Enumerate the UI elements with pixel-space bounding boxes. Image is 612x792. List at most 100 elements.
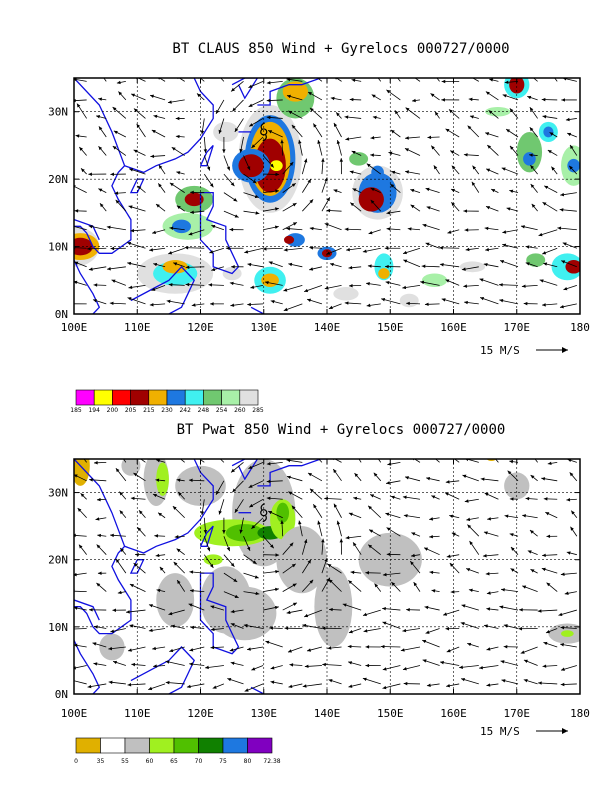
wind-vector-head <box>541 567 546 572</box>
wind-vector-head <box>189 570 194 574</box>
y-tick-label: 10N <box>48 621 68 634</box>
wind-vector-head <box>153 262 158 267</box>
wind-vector-head <box>394 110 399 115</box>
wind-vector-head <box>386 89 391 94</box>
wind-vector-head <box>559 304 564 309</box>
wind-vector-head <box>309 488 314 493</box>
wind-vector-head <box>230 303 235 307</box>
wind-vector-head <box>321 158 325 162</box>
wind-vector-head <box>520 650 525 654</box>
wind-vector-head <box>226 166 230 171</box>
wind-vector-head <box>502 243 507 247</box>
colorbar-swatch <box>130 389 150 406</box>
contour-region <box>516 131 543 173</box>
wind-vector <box>414 78 421 82</box>
wind-vector-head <box>422 639 427 644</box>
wind-vector-head <box>523 659 528 663</box>
wind-vector-head <box>546 534 551 539</box>
wind-vector-head <box>291 124 296 129</box>
contour-region <box>121 459 141 476</box>
colorbar-label: 230 <box>161 407 173 414</box>
wind-vector-head <box>93 283 98 287</box>
wind-vector-head <box>566 551 571 555</box>
wind-vector-head <box>286 94 291 99</box>
wind-vector-head <box>501 588 505 592</box>
wind-vector-head <box>133 453 137 457</box>
wind-vector-head <box>129 168 134 172</box>
wind-vector-head <box>502 230 507 234</box>
wind-vector-head <box>289 162 294 166</box>
wind-vector-head <box>307 298 312 302</box>
wind-vector-head <box>166 299 171 304</box>
wind-vector <box>83 459 87 463</box>
wind-vector-head <box>564 591 569 595</box>
wind-vector-head <box>464 228 469 232</box>
wind-vector-head <box>188 232 193 236</box>
wind-vector-head <box>531 203 536 208</box>
colorbar-swatch <box>184 389 204 406</box>
wind-vector-head <box>445 480 450 484</box>
wind-vector-head <box>486 647 491 651</box>
wind-vector-head <box>288 262 293 267</box>
wind-vector-head <box>119 491 124 496</box>
wind-vector-head <box>348 283 353 288</box>
wind-vector-head <box>461 604 466 608</box>
colorbar-swatch <box>112 389 131 406</box>
colorbar: 0 35 55 60 65 70 75 80 72.38 <box>74 737 281 765</box>
wind-vector-head <box>344 301 349 305</box>
chart-title: BT CLAUS 850 Wind + Gyrelocs 000727/0000 <box>172 41 509 57</box>
wind-vector-head <box>303 539 308 544</box>
coastline <box>129 178 145 194</box>
wind-vector-head <box>390 495 395 500</box>
wind-vector-head <box>270 544 274 549</box>
wind-vector-head <box>286 475 291 480</box>
wind-vector-head <box>268 261 273 265</box>
wind-vector-head <box>445 626 450 631</box>
wind-vector-head <box>210 645 215 650</box>
wind-vector <box>103 78 107 82</box>
wind-vector-head <box>491 454 495 458</box>
wind-vector-head <box>189 662 193 666</box>
colorbar-swatch <box>149 737 175 754</box>
wind-vector-head <box>208 283 213 287</box>
wind-vector-head <box>382 685 387 690</box>
wind-vector-head <box>468 588 473 593</box>
wind-vector-head <box>405 170 410 174</box>
wind-vector-head <box>565 117 570 122</box>
wind-vector-head <box>411 553 415 558</box>
wind-vector-head <box>190 190 194 195</box>
wind-vector-head <box>158 512 163 517</box>
wind-vector <box>397 78 401 82</box>
wind-vector-head <box>186 684 191 689</box>
contour-region <box>371 165 384 180</box>
wind-vector-head <box>176 548 181 553</box>
wind-vector-head <box>344 227 349 232</box>
wind-vector-head <box>543 262 548 266</box>
x-tick-label: 100E <box>61 321 88 334</box>
wind-vector-head <box>211 267 216 272</box>
wind-vector-head <box>230 623 235 627</box>
wind-vector-head <box>126 610 130 614</box>
contour-region <box>276 502 290 523</box>
wind-vector-head <box>171 147 176 151</box>
wind-vector-head <box>566 497 571 502</box>
wind-vector-head <box>324 286 329 290</box>
wind-vector-head <box>303 158 308 163</box>
y-tick-label: 10N <box>48 241 68 254</box>
wind-vector-head <box>77 508 82 512</box>
wind-vector-head <box>542 553 546 558</box>
wind-vector-head <box>137 185 142 190</box>
colorbar-swatch <box>93 389 113 406</box>
wind-vector-head <box>422 659 427 663</box>
wind-vector-head <box>352 188 357 192</box>
wind-vector-head <box>216 109 220 114</box>
colorbar-label: 260 <box>234 407 246 414</box>
wind-vector-head <box>155 478 160 482</box>
wind-vector-head <box>449 514 454 519</box>
wind-vector-head <box>509 533 514 537</box>
contour-region <box>74 237 93 256</box>
wind-vector-head <box>209 563 214 568</box>
wind-vector-head <box>405 136 409 140</box>
wind-vector-head <box>518 626 523 631</box>
